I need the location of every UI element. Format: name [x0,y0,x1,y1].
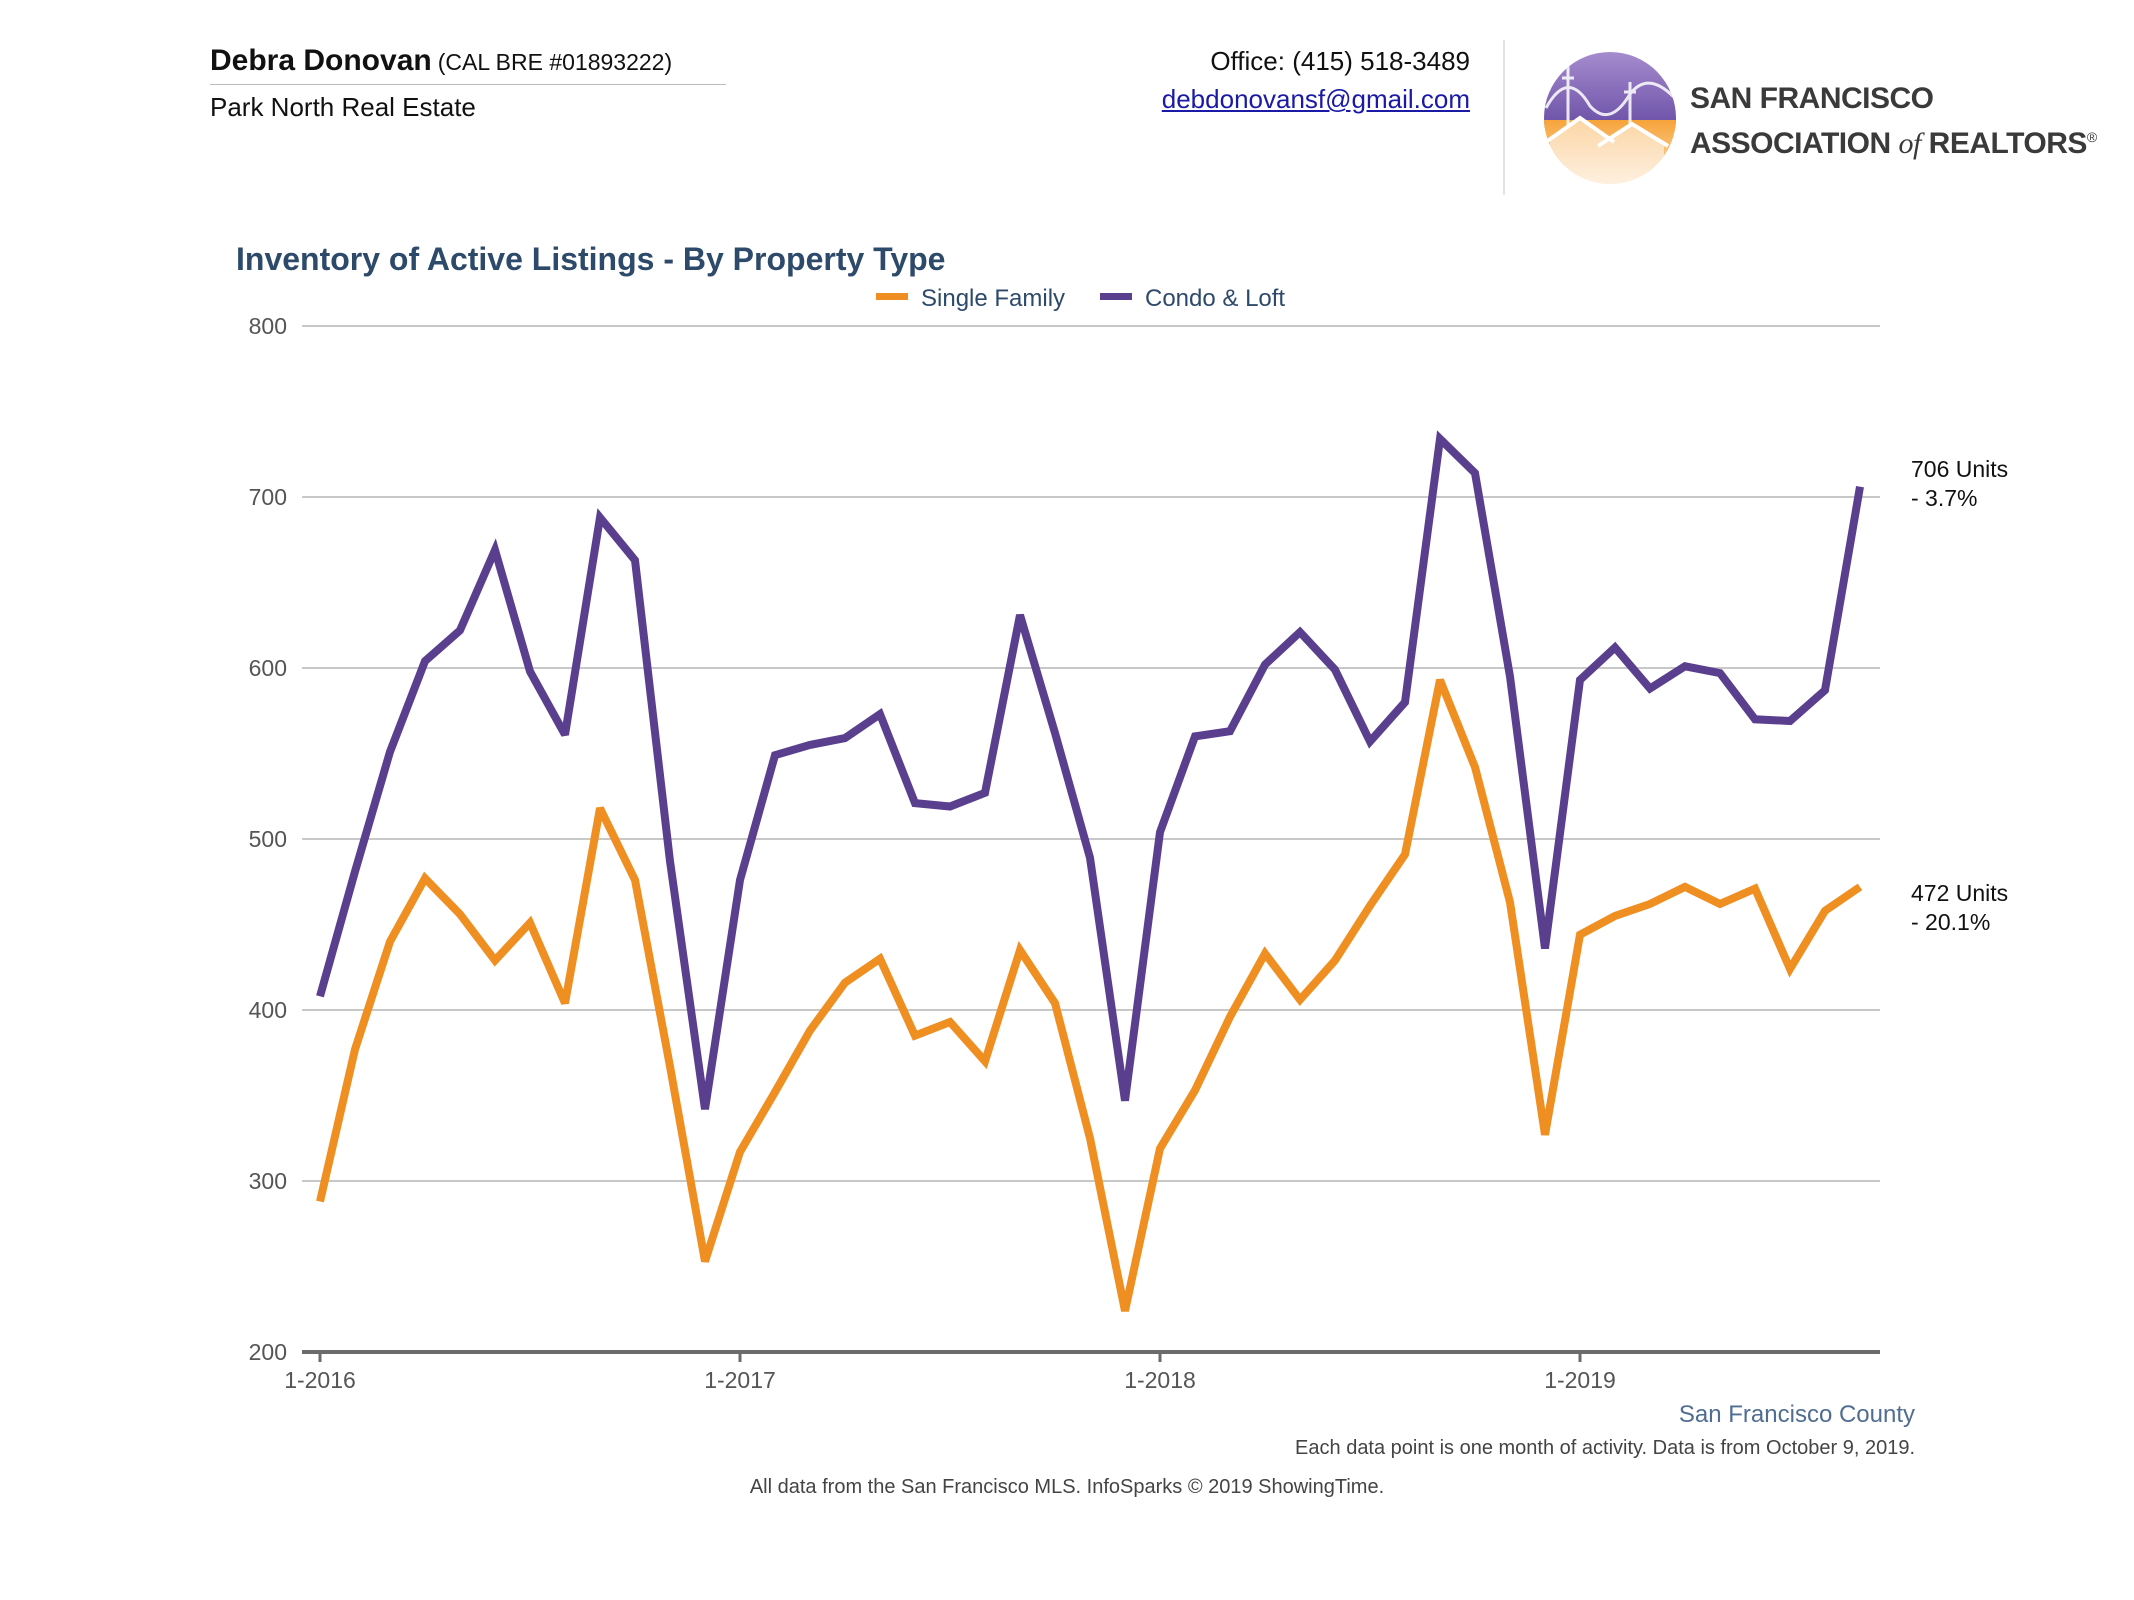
logo-line2: ASSOCIATION of REALTORS® [1690,118,2097,163]
end-label-single-family-change: - 20.1% [1911,909,1990,935]
end-label-condo-change: - 3.7% [1911,485,1977,511]
sfar-logo-text: SAN FRANCISCO ASSOCIATION of REALTORS® [1690,80,2097,163]
y-tick-label: 400 [249,997,287,1023]
x-tick-label: 1-2019 [1544,1367,1616,1393]
end-label-single-family-units: 472 Units [1911,880,2008,906]
x-tick-label: 1-2016 [284,1367,356,1393]
logo-line1: SAN FRANCISCO [1690,82,1934,115]
x-axis-ticks: 1-2016 1-2017 1-2018 1-2019 [284,1352,1616,1393]
series-line-condo-loft [316,430,1864,1110]
y-axis-ticks: 200 300 400 500 600 700 800 [249,313,287,1365]
header-divider [1503,40,1505,195]
agent-name: Debra Donovan (CAL BRE #01893222) [210,44,672,78]
end-label-single-family: 472 Units - 20.1% [1911,880,2008,935]
region-label: San Francisco County [1679,1401,1915,1428]
sfar-logo-icon [1544,52,1676,184]
legend-label-condo-loft: Condo & Loft [1145,285,1285,312]
email-link[interactable]: debdonovansf@gmail.com [1161,84,1470,114]
y-tick-label: 200 [249,1339,287,1365]
end-label-condo-loft: 706 Units - 3.7% [1911,456,2008,511]
legend-swatch-condo-loft [1100,293,1132,300]
source-note: All data from the San Francisco MLS. Inf… [750,1476,1384,1498]
gridlines [302,325,1880,1182]
logo-registered-mark: ® [2086,129,2097,145]
logo-word-association: ASSOCIATION [1690,127,1891,160]
logo-word-of: of [1898,127,1921,160]
legend-label-single-family: Single Family [921,285,1065,312]
y-tick-label: 300 [249,1168,287,1194]
chart-legend: Single Family Condo & Loft [876,285,1285,312]
agent-license: (CAL BRE #01893222) [437,49,673,75]
chart-title: Inventory of Active Listings - By Proper… [236,241,945,277]
x-tick-label: 1-2018 [1124,1367,1196,1393]
y-tick-label: 800 [249,313,287,339]
series-line-single-family [316,678,1863,1312]
agent-divider [210,84,726,85]
series-lines [316,430,1864,1312]
y-tick-label: 500 [249,826,287,852]
end-label-condo-units: 706 Units [1911,456,2008,482]
office-phone: Office: (415) 518-3489 [1210,46,1470,76]
logo-word-realtors: REALTORS [1928,127,2088,160]
brokerage-name: Park North Real Estate [210,92,476,122]
data-note: Each data point is one month of activity… [1295,1437,1915,1459]
y-tick-label: 600 [249,655,287,681]
legend-swatch-single-family [876,293,908,300]
agent-name-text: Debra Donovan [210,44,432,77]
y-tick-label: 700 [249,484,287,510]
x-tick-label: 1-2017 [704,1367,776,1393]
